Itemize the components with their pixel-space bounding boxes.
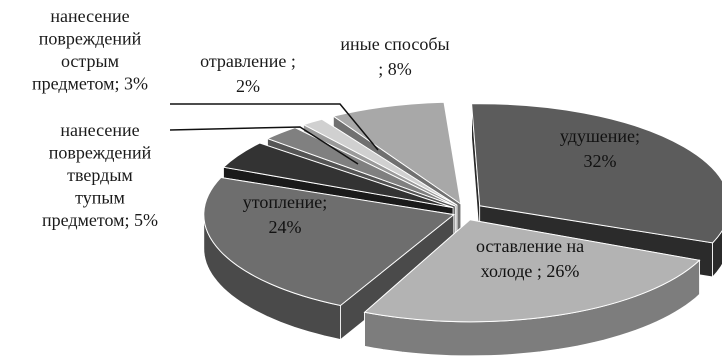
pie-slices xyxy=(203,101,722,323)
pie-slice-1 xyxy=(363,219,701,323)
slice-label-line: нанесение xyxy=(50,6,129,26)
slice-label-line: повреждений xyxy=(49,143,152,163)
slice-label-line: иные способы xyxy=(340,34,449,54)
slice-label-3: нанесение повреждений твердым тупым предмето… xyxy=(42,120,158,230)
slice-label-0: удушение; 32% xyxy=(560,126,640,171)
slice-label-line: оставление на xyxy=(476,236,584,256)
pie-slice-3 xyxy=(222,142,454,209)
slice-label-6: иные способы ; 8% xyxy=(340,34,449,79)
slice-label-line: предметом; 3% xyxy=(32,74,148,94)
slice-label-line: удушение; xyxy=(560,126,640,146)
leader-line-4 xyxy=(170,103,379,151)
slice-label-5: отравление ; 2% xyxy=(200,51,296,96)
leader-lines xyxy=(169,103,379,165)
slice-label-line: утопление; xyxy=(243,192,328,212)
slice-label-line: тупым xyxy=(75,188,125,208)
slice-label-line: острым xyxy=(61,51,119,71)
slice-label-line: повреждений xyxy=(39,29,142,49)
slice-label-line: твердым xyxy=(67,165,133,185)
pie-slice-2 xyxy=(203,176,455,307)
pie-slice-6 xyxy=(332,101,462,206)
slice-labels: удушение; 32% оставление на холоде ; 26% уто… xyxy=(32,6,640,281)
slice-label-line: 32% xyxy=(584,151,617,171)
slice-side-0 xyxy=(712,229,722,278)
leader-line-3 xyxy=(169,126,359,165)
slice-label-line: отравление ; xyxy=(200,51,296,71)
slice-label-line: холоде ; 26% xyxy=(481,261,580,281)
slice-label-line: ; 8% xyxy=(378,59,412,79)
slice-label-4: нанесение повреждений острым предметом; 3% xyxy=(32,6,148,94)
slice-label-line: предметом; 5% xyxy=(42,210,158,230)
slice-label-line: 2% xyxy=(236,76,260,96)
slice-label-2: утопление; 24% xyxy=(243,192,328,237)
pie-slice-5 xyxy=(302,118,458,206)
pie-slice-0 xyxy=(471,103,722,244)
slice-label-line: нанесение xyxy=(60,120,139,140)
slice-label-line: 24% xyxy=(269,217,302,237)
slice-label-1: оставление на холоде ; 26% xyxy=(476,236,584,281)
